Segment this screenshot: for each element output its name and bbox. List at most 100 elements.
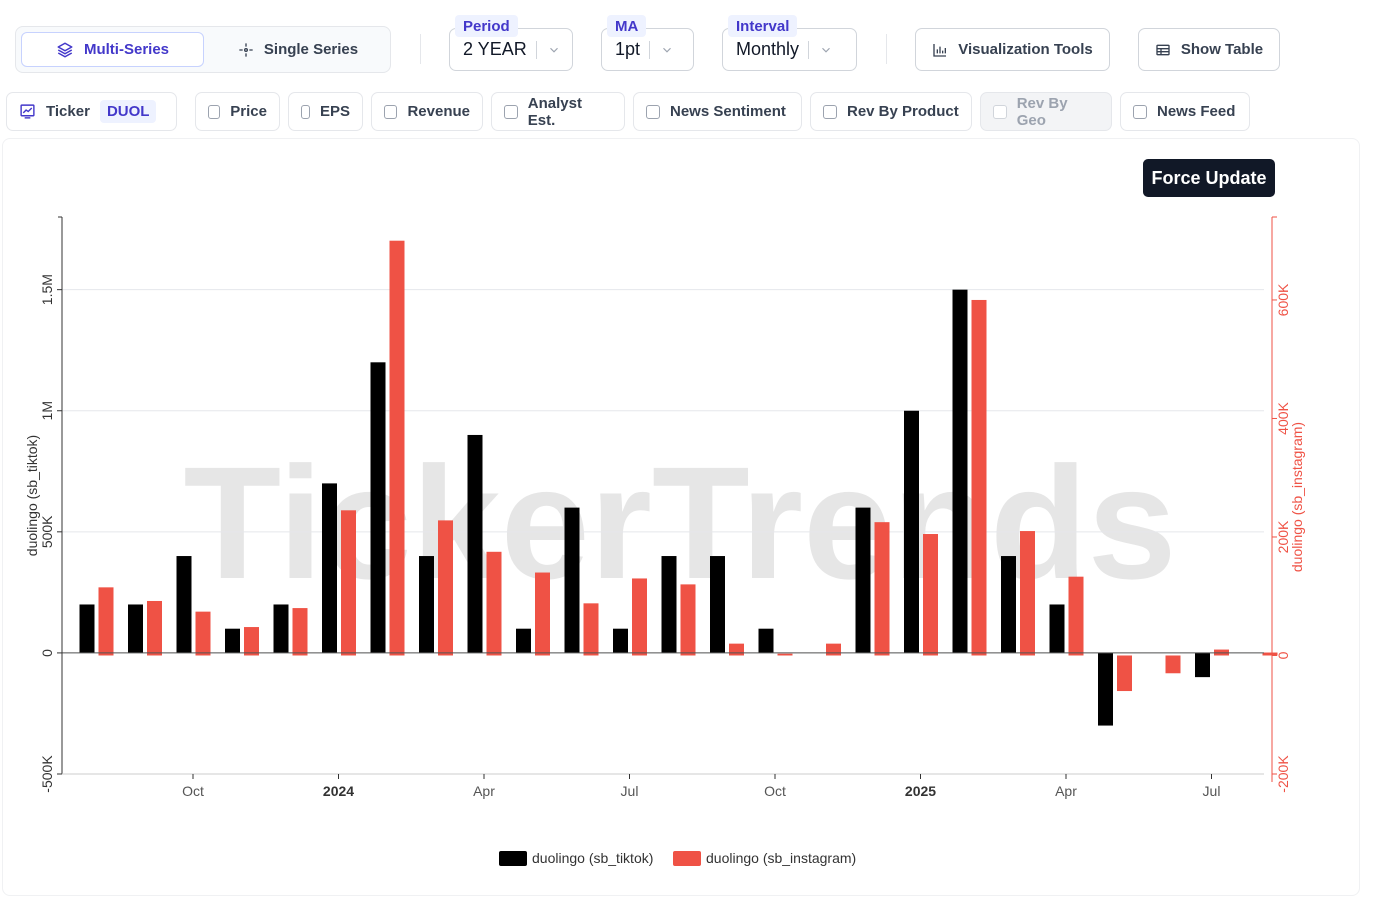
y-right-tick-label: 200K: [1275, 520, 1291, 553]
bar-tiktok: [1098, 652, 1113, 726]
bar-tiktok: [516, 628, 531, 653]
bar-tiktok: [904, 410, 919, 653]
legend-swatch: [673, 851, 701, 866]
single-series-button[interactable]: Single Series: [212, 32, 384, 67]
ticker-label: Ticker: [46, 103, 90, 120]
chevron-down-icon: [663, 47, 671, 53]
toggle-label: EPS: [319, 103, 350, 120]
bar-instagram: [1262, 652, 1278, 656]
bar-instagram: [147, 600, 162, 656]
x-tick-label: Oct: [182, 783, 204, 799]
show-table-button[interactable]: Show Table: [1138, 28, 1280, 71]
visualization-tools-button[interactable]: Visualization Tools: [915, 28, 1110, 71]
y-left-tick-label: 0: [39, 649, 55, 657]
toggle-news-sentiment[interactable]: News Sentiment: [633, 92, 802, 131]
bar-instagram: [1068, 576, 1084, 656]
chart-card: [2, 138, 1360, 896]
toggle-label: Price: [230, 103, 267, 120]
eps-checkbox[interactable]: [301, 104, 310, 119]
bar-tiktok: [613, 628, 628, 653]
x-tick-label: Apr: [1055, 783, 1077, 799]
legend-label: duolingo (sb_tiktok): [532, 850, 653, 866]
revenue-checkbox[interactable]: [384, 104, 398, 119]
y-left-tick-label: 1.5M: [39, 274, 55, 305]
x-tick-label: Jul: [1203, 783, 1221, 799]
legend: duolingo (sb_tiktok) duolingo (sb_instagr…: [499, 850, 856, 866]
bar-instagram: [632, 578, 647, 656]
bar-instagram: [826, 643, 841, 656]
toggle-news-feed[interactable]: News Feed: [1120, 92, 1250, 131]
bar-instagram: [1117, 655, 1132, 692]
bar-instagram: [389, 240, 405, 656]
bar-tiktok: [79, 604, 95, 653]
divider: [808, 40, 810, 59]
toggle-label: Rev By Product: [847, 103, 959, 120]
toggle-label: Revenue: [407, 103, 470, 120]
axes: -500K 0 500K 1M 1.5M duolingo (sb_tiktok) -200…: [24, 216, 1305, 799]
toggle-price[interactable]: Price: [195, 92, 280, 131]
bar-instagram: [1020, 531, 1035, 656]
bar-tiktok: [370, 362, 386, 653]
toggle-rev-by-geo: Rev By Geo: [980, 92, 1112, 131]
bar-instagram: [292, 608, 308, 656]
ticker-selector[interactable]: Ticker DUOL: [6, 92, 177, 131]
bar-tiktok: [661, 556, 677, 653]
toggle-label: Analyst Est.: [527, 94, 582, 129]
bar-tiktok: [952, 289, 968, 653]
y-right-tick-label: 400K: [1275, 401, 1291, 434]
divider: [649, 40, 651, 59]
x-tick-label: 2024: [323, 783, 354, 799]
bar-tiktok: [273, 604, 289, 653]
bar-instagram: [729, 643, 744, 656]
bar-tiktok: [855, 507, 871, 653]
bar-instagram: [195, 611, 211, 656]
divider: [535, 40, 537, 59]
news-sentiment-checkbox[interactable]: [646, 104, 660, 119]
force-update-button[interactable]: Force Update: [1143, 159, 1275, 197]
visualization-tools-label: Visualization Tools: [958, 41, 1093, 58]
bar-instagram: [583, 603, 599, 656]
chevron-down-icon: [549, 47, 558, 53]
toggle-rev-by-product[interactable]: Rev By Product: [810, 92, 972, 131]
x-tick-label: Oct: [764, 783, 786, 799]
bar-instagram: [486, 551, 502, 656]
bar-instagram: [98, 587, 114, 656]
y-right-tick-label: 0: [1275, 651, 1291, 659]
bar-tiktok: [467, 434, 483, 653]
period-tag: Period: [455, 15, 518, 37]
bar-tiktok: [419, 556, 434, 653]
legend-swatch: [499, 851, 527, 866]
toggle-label: News Sentiment: [670, 103, 786, 120]
toggle-analyst-est[interactable]: Analyst Est.: [491, 92, 625, 131]
y-left-tick-label: 1M: [39, 401, 55, 420]
price-checkbox[interactable]: [208, 104, 221, 119]
show-table-label: Show Table: [1180, 41, 1264, 58]
x-tick-label: Apr: [473, 783, 495, 799]
rev-by-product-checkbox[interactable]: [823, 104, 837, 119]
divider: [420, 34, 421, 64]
bar-tiktok: [176, 556, 192, 653]
y-right-tick-label: 600K: [1275, 283, 1291, 316]
bar-instagram: [244, 627, 259, 656]
bar-instagram: [535, 572, 550, 656]
bar-tiktok: [1195, 652, 1210, 678]
bar-tiktok: [322, 483, 337, 653]
toggle-revenue[interactable]: Revenue: [371, 92, 483, 131]
bar-instagram: [680, 584, 696, 656]
chart-line-icon: [20, 104, 35, 119]
bars: [79, 240, 1278, 726]
bar-tiktok: [564, 507, 580, 653]
analyst-est-checkbox[interactable]: [504, 104, 518, 119]
bar-instagram: [438, 520, 453, 656]
news-feed-checkbox[interactable]: [1133, 104, 1147, 119]
y-left-tick-label: -500K: [39, 755, 55, 793]
x-tick-label: Jul: [621, 783, 639, 799]
y-right-tick-label: -200K: [1275, 755, 1291, 793]
multi-series-button[interactable]: Multi-Series: [21, 32, 204, 67]
bar-tiktok: [710, 556, 725, 653]
bar-instagram: [777, 653, 793, 656]
multi-series-label: Multi-Series: [83, 41, 170, 58]
toggle-eps[interactable]: EPS: [288, 92, 363, 131]
bar-chart-icon: [933, 43, 947, 57]
bar-tiktok: [225, 628, 240, 653]
